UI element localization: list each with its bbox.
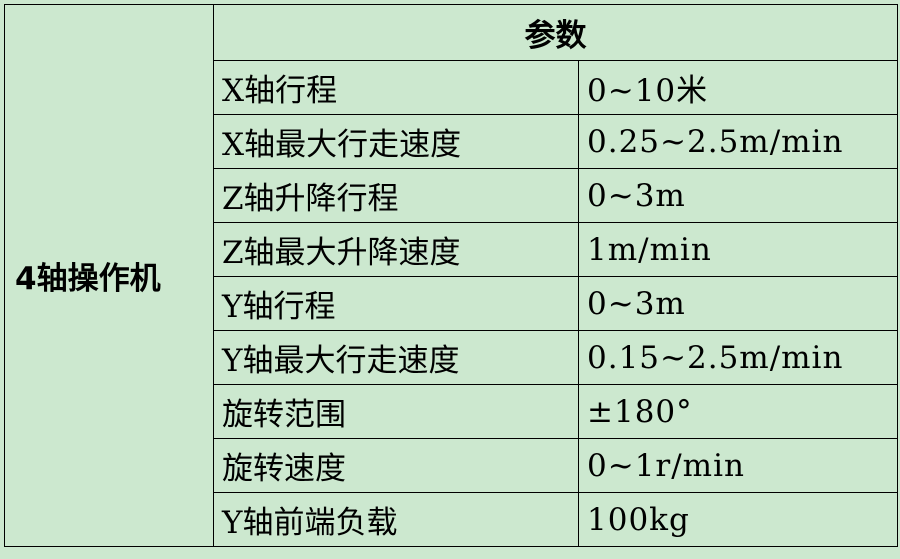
param-value: 0.25~2.5m/min [578,114,898,169]
param-value: 0~1r/min [578,438,898,493]
param-name: Y轴行程 [213,276,579,331]
table-row: Y轴行程 0~3m [5,276,898,331]
param-value: 0~3m [578,276,898,331]
param-value: 0.15~2.5m/min [578,330,898,385]
param-value: 0~3m [578,168,898,223]
table-row: Y轴前端负载 100kg [5,492,898,547]
group-label: 4轴操作机 [4,4,214,547]
param-name: X轴最大行走速度 [213,114,579,169]
table-row: 旋转范围 ±180° [5,384,898,439]
param-value: 0~10米 [578,60,898,115]
param-name: Y轴前端负载 [213,492,579,547]
param-value: 1m/min [578,222,898,277]
param-name: 旋转速度 [213,438,579,493]
param-name: 旋转范围 [213,384,579,439]
param-value: ±180° [578,384,898,439]
param-name: Z轴最大升降速度 [213,222,579,277]
header-row: 4轴操作机 参数 [4,4,898,547]
header-parameters: 参数 [213,4,898,61]
param-name: X轴行程 [213,60,579,115]
spec-table: 4轴操作机 参数 X轴行程 0~10米 X轴最大行走速度 0.25~2.5m/min Z… [4,4,898,547]
param-value: 100kg [578,492,898,547]
param-name: Y轴最大行走速度 [213,330,579,385]
param-name: Z轴升降行程 [213,168,579,223]
table-row: 旋转速度 0~1r/min [5,438,898,493]
table-row: Y轴最大行走速度 0.15~2.5m/min [5,330,898,385]
table-row: X轴行程 0~10米 [5,60,898,115]
